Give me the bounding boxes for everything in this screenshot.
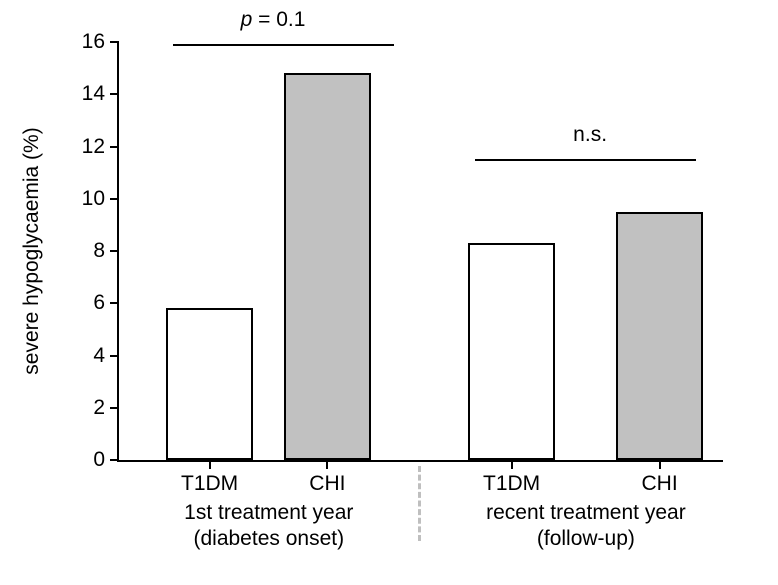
bar-t1dm-followup — [468, 243, 554, 460]
chart-stage: { "chart": { "type": "bar", "width_px": … — [0, 0, 778, 585]
y-tick-label: 2 — [93, 396, 119, 420]
sig-bar-p-onset — [173, 44, 393, 46]
sig-label-p-onset: p = 0.1 — [241, 8, 306, 32]
group-label-followup: recent treatment year(follow-up) — [486, 500, 686, 553]
y-tick-label: 10 — [82, 187, 119, 211]
y-axis-title: severe hypoglycaemia (%) — [20, 127, 44, 374]
group-divider — [418, 466, 421, 541]
y-tick-label: 8 — [93, 239, 119, 263]
sig-label-ns-followup: n.s. — [573, 123, 607, 147]
y-tick-label: 4 — [93, 344, 119, 368]
x-category-label: CHI — [309, 460, 345, 496]
y-tick-label: 0 — [93, 448, 119, 472]
y-tick-label: 6 — [93, 291, 119, 315]
y-tick-label: 14 — [82, 82, 119, 106]
plot-area: 0246810121416T1DMCHIT1DMCHI1st treatment… — [117, 42, 723, 462]
bar-chi-followup — [616, 212, 702, 460]
sig-bar-ns-followup — [475, 159, 695, 161]
group-label-onset: 1st treatment year(diabetes onset) — [184, 500, 353, 553]
y-tick-label: 12 — [82, 135, 119, 159]
x-category-label: T1DM — [181, 460, 238, 496]
x-category-label: CHI — [641, 460, 677, 496]
y-tick-label: 16 — [82, 30, 119, 54]
bar-t1dm-onset — [166, 308, 252, 460]
x-category-label: T1DM — [483, 460, 540, 496]
bar-chi-onset — [284, 73, 370, 460]
